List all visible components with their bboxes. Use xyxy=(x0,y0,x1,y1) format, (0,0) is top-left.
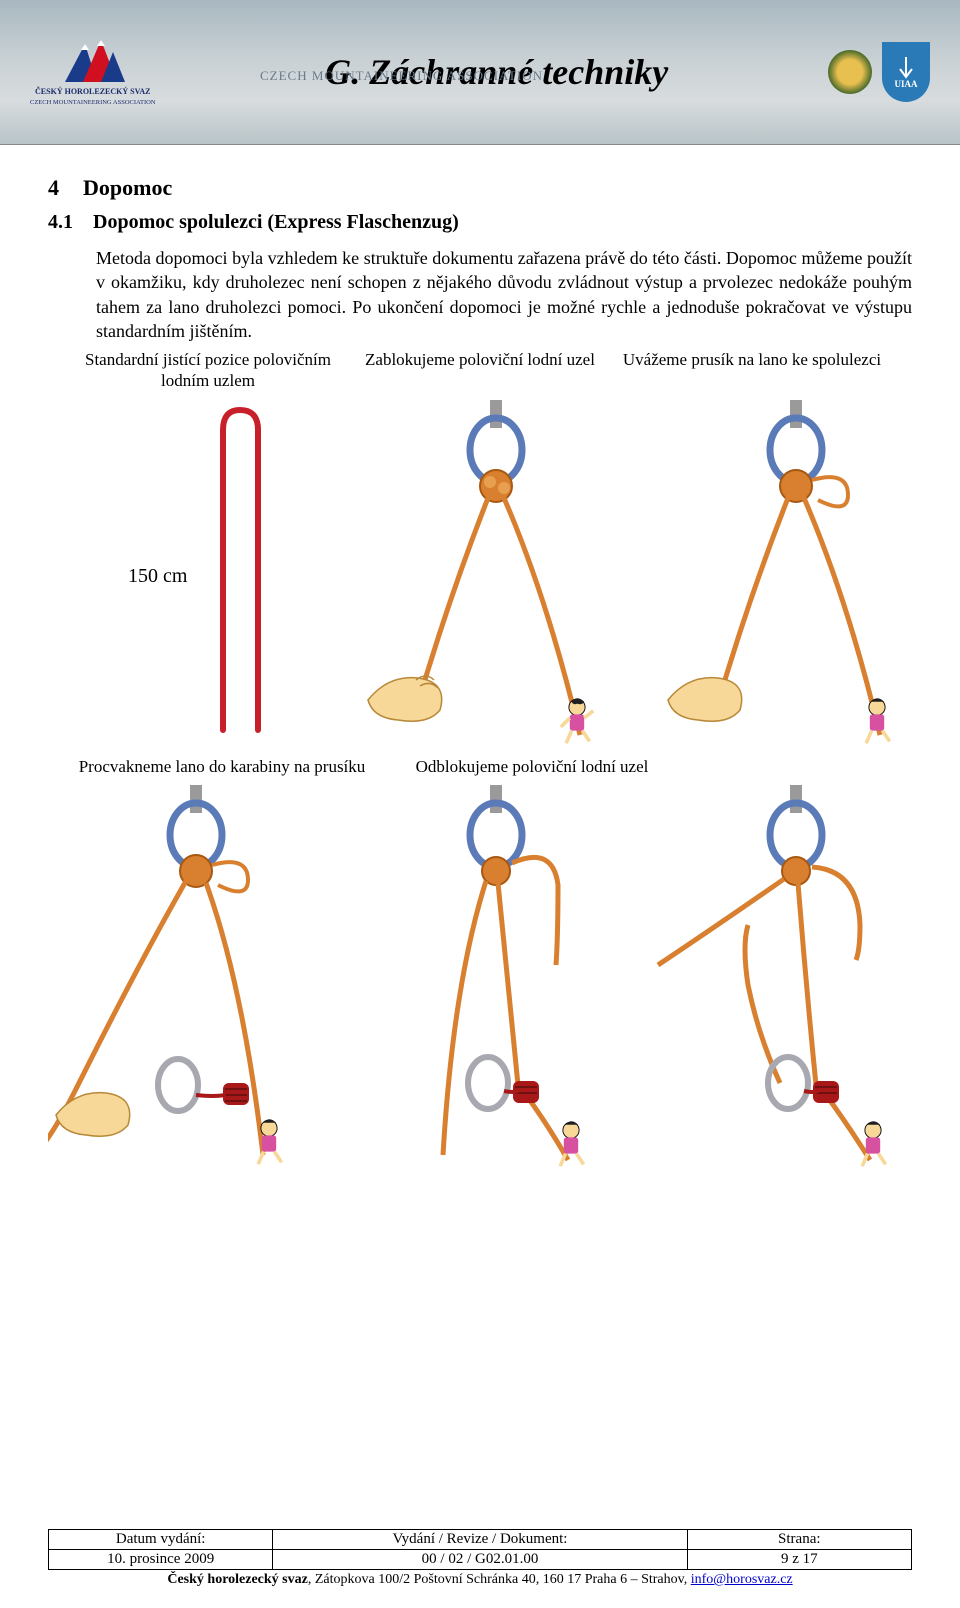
footer-label-page: Strana: xyxy=(687,1530,911,1550)
footer-email-link[interactable]: info@horosvaz.cz xyxy=(691,1572,793,1587)
header-subtext: CZECH MOUNTAINEERING ASSOCIATION xyxy=(260,68,543,84)
diagram-unblock-a xyxy=(348,785,648,1175)
captions-row-1: Standardní jistící pozice polovičním lod… xyxy=(72,349,888,392)
diagram-unblock-b xyxy=(648,785,948,1175)
logo-text-en: CZECH MOUNTAINEERING ASSOCIATION xyxy=(30,99,156,106)
page-footer: Datum vydání: Vydání / Revize / Dokument… xyxy=(48,1529,912,1588)
diagrams-row-2 xyxy=(48,785,912,1175)
footer-addr-text: , Zátopkova 100/2 Poštovní Schránka 40, … xyxy=(308,1572,691,1587)
captions-row-2: Procvakneme lano do karabiny na prusíku … xyxy=(72,756,888,777)
diagram-prusik-attach xyxy=(648,400,948,750)
subsection-title: Dopomoc spolulezci (Express Flaschenzug) xyxy=(93,211,459,234)
rope-length-label: 150 cm xyxy=(128,565,187,588)
section-heading: 4 Dopomoc xyxy=(48,175,912,201)
unblock-a-icon xyxy=(348,785,648,1175)
subsection-number: 4.1 xyxy=(48,211,73,234)
intro-paragraph: Metoda dopomoci byla vzhledem ke struktu… xyxy=(96,246,912,343)
clip-prusik-icon xyxy=(48,785,348,1175)
rope-loop-icon xyxy=(48,400,348,750)
footer-value-doc: 00 / 02 / G02.01.00 xyxy=(273,1550,687,1570)
page-content: 4 Dopomoc 4.1 Dopomoc spolulezci (Expres… xyxy=(0,145,960,1175)
uiaa-badge-icon: UIAA xyxy=(882,42,930,102)
table-row: 10. prosince 2009 00 / 02 / G02.01.00 9 … xyxy=(49,1550,912,1570)
block-munter-icon xyxy=(348,400,648,750)
footer-table: Datum vydání: Vydání / Revize / Dokument… xyxy=(48,1529,912,1570)
logo-mountains-icon xyxy=(57,38,129,86)
logo-text-cs: ČESKÝ HOROLEZECKÝ SVAZ xyxy=(35,88,150,97)
caption-1: Standardní jistící pozice polovičním lod… xyxy=(72,349,344,392)
caption-5: Odblokujeme poloviční lodní uzel xyxy=(372,756,692,777)
chs-logo: ČESKÝ HOROLEZECKÝ SVAZ CZECH MOUNTAINEER… xyxy=(30,38,156,106)
footer-value-page: 9 z 17 xyxy=(687,1550,911,1570)
diagram-block-munter xyxy=(348,400,648,750)
footer-label-date: Datum vydání: xyxy=(49,1530,273,1550)
footer-address: Český horolezecký svaz, Zátopkova 100/2 … xyxy=(48,1572,912,1588)
footer-org: Český horolezecký svaz xyxy=(167,1572,308,1587)
footer-label-doc: Vydání / Revize / Dokument: xyxy=(273,1530,687,1550)
diagrams-row-1: 150 cm xyxy=(48,400,912,750)
footer-value-date: 10. prosince 2009 xyxy=(49,1550,273,1570)
section-title: Dopomoc xyxy=(83,175,172,201)
diagram-rope-loop: 150 cm xyxy=(48,400,348,750)
subsection-heading: 4.1 Dopomoc spolulezci (Express Flaschen… xyxy=(48,211,912,234)
caption-2: Zablokujeme poloviční lodní uzel xyxy=(344,349,616,392)
caption-3: Uvážeme prusík na lano ke spolulezci xyxy=(616,349,888,392)
round-badge-icon xyxy=(828,50,872,94)
diagram-clip-prusik xyxy=(48,785,348,1175)
table-row: Datum vydání: Vydání / Revize / Dokument… xyxy=(49,1530,912,1550)
page-header: ČESKÝ HOROLEZECKÝ SVAZ CZECH MOUNTAINEER… xyxy=(0,0,960,145)
section-number: 4 xyxy=(48,175,59,201)
caption-4: Procvakneme lano do karabiny na prusíku xyxy=(72,756,372,777)
unblock-b-icon xyxy=(648,785,948,1175)
prusik-attach-icon xyxy=(648,400,948,750)
